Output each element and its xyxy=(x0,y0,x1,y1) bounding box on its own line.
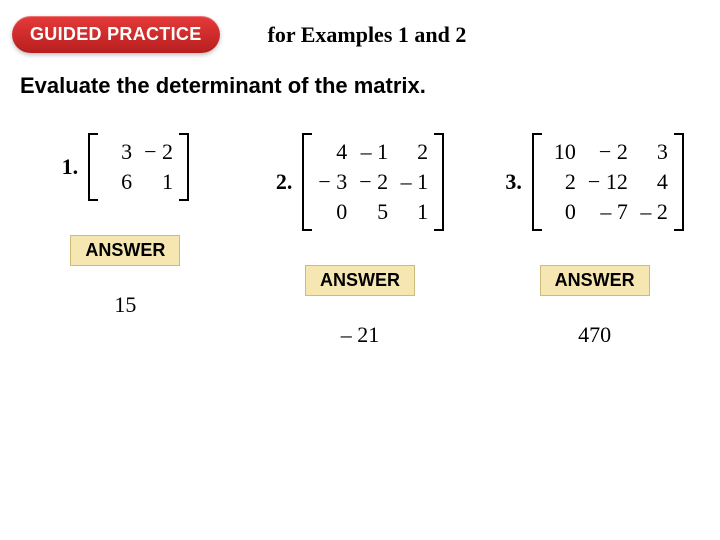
guided-practice-pill: GUIDED PRACTICE xyxy=(12,16,220,53)
problem-3-matrix: 10 − 2 3 2 − 12 4 0 – 7 – 2 xyxy=(532,135,684,229)
matrix-cell: 1 xyxy=(138,167,179,197)
table-row: 0 – 7 – 2 xyxy=(542,197,674,227)
answer-badge-2: ANSWER xyxy=(305,265,415,296)
matrix-cell: – 2 xyxy=(634,197,674,227)
table-row: 10 − 2 3 xyxy=(542,137,674,167)
matrix-cell: 0 xyxy=(542,197,582,227)
matrix-cell: 0 xyxy=(312,197,353,227)
table-row: 0 5 1 xyxy=(312,197,434,227)
answer-badge-3: ANSWER xyxy=(540,265,650,296)
problem-1-number: 1. xyxy=(62,154,79,180)
table-row: 2 − 12 4 xyxy=(542,167,674,197)
matrix-cell: 4 xyxy=(312,137,353,167)
problem-2-top: 2. 4 – 1 2 − 3 − 2 – 1 0 5 xyxy=(276,135,444,229)
table-row: 3 − 2 xyxy=(98,137,179,167)
table-row: 4 – 1 2 xyxy=(312,137,434,167)
matrix-cell: − 2 xyxy=(353,167,394,197)
header-row: GUIDED PRACTICE for Examples 1 and 2 xyxy=(0,0,720,61)
problems-row: 1. 3 − 2 6 1 ANSWER 15 2. xyxy=(0,107,720,348)
matrix-cell: − 2 xyxy=(582,137,634,167)
matrix-cell: 6 xyxy=(98,167,138,197)
problem-2-matrix: 4 – 1 2 − 3 − 2 – 1 0 5 1 xyxy=(302,135,444,229)
problem-1-matrix: 3 − 2 6 1 xyxy=(88,135,189,199)
problem-3-number: 3. xyxy=(505,169,522,195)
answer-value-1: 15 xyxy=(114,292,136,318)
matrix-cell: 1 xyxy=(394,197,434,227)
matrix-cell: 4 xyxy=(634,167,674,197)
problem-1: 1. 3 − 2 6 1 ANSWER 15 xyxy=(9,135,241,318)
matrix-cell: 3 xyxy=(98,137,138,167)
instruction-text: Evaluate the determinant of the matrix. xyxy=(0,61,720,107)
table-row: 6 1 xyxy=(98,167,179,197)
answer-value-2: – 21 xyxy=(341,322,380,348)
matrix-cell: − 12 xyxy=(582,167,634,197)
problem-3: 3. 10 − 2 3 2 − 12 4 0 – 7 xyxy=(478,135,710,348)
matrix-cell: 2 xyxy=(394,137,434,167)
table-row: − 3 − 2 – 1 xyxy=(312,167,434,197)
answer-value-3: 470 xyxy=(578,322,611,348)
matrix-cell: – 1 xyxy=(353,137,394,167)
problem-1-top: 1. 3 − 2 6 1 xyxy=(62,135,189,199)
answer-badge-1: ANSWER xyxy=(70,235,180,266)
problem-3-top: 3. 10 − 2 3 2 − 12 4 0 – 7 xyxy=(505,135,683,229)
problem-2-number: 2. xyxy=(276,169,293,195)
matrix-cell: 10 xyxy=(542,137,582,167)
matrix-cell: 5 xyxy=(353,197,394,227)
header-subtitle: for Examples 1 and 2 xyxy=(268,22,467,48)
matrix-cell: – 7 xyxy=(582,197,634,227)
matrix-cell: 2 xyxy=(542,167,582,197)
matrix-cell: − 2 xyxy=(138,137,179,167)
matrix-cell: 3 xyxy=(634,137,674,167)
matrix-cell: − 3 xyxy=(312,167,353,197)
matrix-cell: – 1 xyxy=(394,167,434,197)
problem-2: 2. 4 – 1 2 − 3 − 2 – 1 0 5 xyxy=(244,135,476,348)
